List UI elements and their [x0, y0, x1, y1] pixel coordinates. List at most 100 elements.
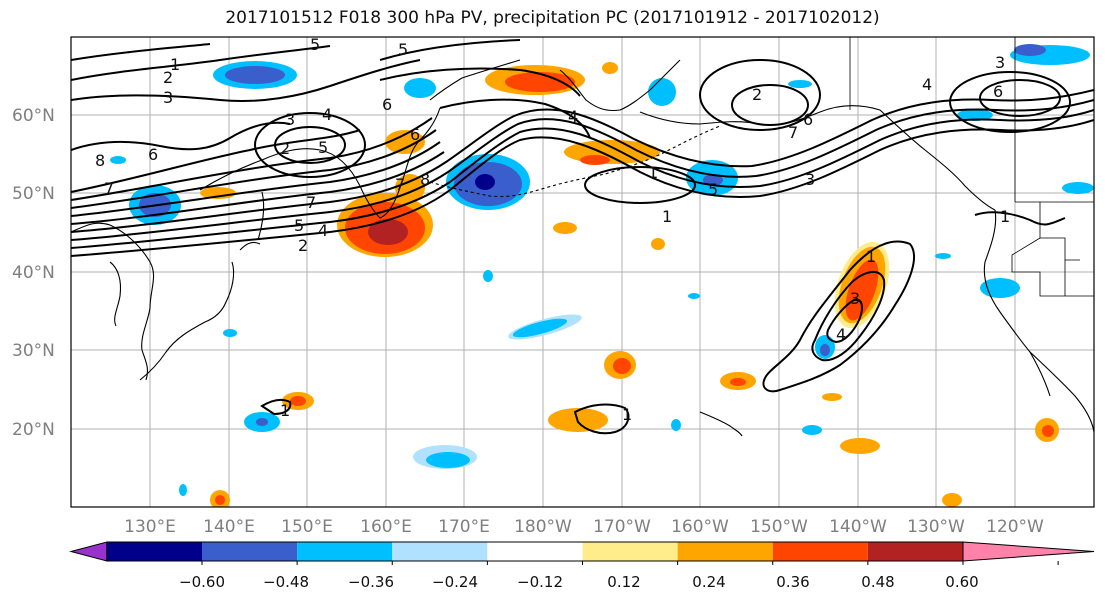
coastline-us-west — [983, 209, 1094, 433]
lon-label: 180°W — [514, 517, 572, 537]
pv-contour-label: 5 — [398, 40, 408, 59]
negative-anomaly-area — [110, 156, 126, 164]
lat-label-30n: 30°N — [12, 341, 55, 361]
pv-contour-line — [71, 99, 1094, 241]
positive-anomaly-area — [505, 72, 575, 92]
pv-contour-line — [379, 39, 521, 61]
negative-anomaly-area — [256, 418, 268, 426]
pv-contour-line — [71, 59, 421, 103]
positive-anomaly-area — [942, 493, 962, 507]
negative-anomaly-area — [957, 109, 993, 121]
lon-label: 140°W — [829, 517, 887, 537]
pv-contour-label: 2 — [280, 139, 290, 158]
colorbar-bin — [392, 542, 488, 561]
pv-contour-label: 4 — [568, 107, 578, 126]
pv-contour-label: 1 — [170, 55, 180, 74]
coastline-baja — [1029, 351, 1051, 397]
lat-label-60n: 60°N — [12, 106, 55, 126]
pv-contour-closed — [573, 403, 630, 435]
pv-contour-label: 1 — [622, 405, 632, 424]
negative-anomaly-area — [512, 318, 568, 338]
coastline-kamchatka — [359, 107, 441, 219]
positive-anomaly-area — [613, 358, 631, 374]
negative-anomaly-area — [475, 174, 495, 190]
negative-anomaly-area — [426, 452, 470, 468]
negative-anomaly-area — [820, 344, 830, 356]
colorbar-tick-label: 0.24 — [692, 573, 725, 591]
pv-contour-label: 2 — [752, 85, 762, 104]
lon-label: 130°E — [124, 517, 176, 537]
pv-contour-line — [71, 129, 437, 209]
colorbar-tick-label: −0.12 — [517, 573, 563, 591]
pv-contour-label: 1 — [648, 163, 658, 182]
pv-contour-label: 6 — [993, 82, 1003, 101]
border-line — [1039, 202, 1080, 261]
pv-contour-label: 8 — [420, 170, 430, 189]
negative-anomaly-area — [788, 80, 812, 88]
positive-anomaly-area — [385, 130, 425, 154]
pv-contour-line — [71, 43, 211, 61]
pv-contour-closed — [949, 71, 1071, 133]
latitude-labels: 60°N 50°N 40°N 30°N 20°N — [12, 106, 55, 440]
lon-label: 160°W — [671, 517, 729, 537]
pv-contours — [71, 39, 1094, 435]
negative-anomaly-area — [802, 425, 822, 435]
longitude-labels: 130°E 140°E 150°E 160°E 170°E 180°W 170°… — [124, 517, 1044, 537]
pv-contour-label: 2 — [163, 68, 173, 87]
coastline-east-asia — [71, 222, 155, 381]
negative-anomaly-area — [179, 484, 187, 496]
negative-anomaly-area — [688, 293, 700, 299]
pv-contour-closed — [731, 84, 809, 126]
colorbar-bin — [202, 542, 298, 561]
colorbar — [69, 541, 1095, 565]
pv-contour-label: 4 — [322, 105, 332, 124]
positive-anomaly-area — [368, 219, 408, 245]
coastline-sakhalin — [257, 191, 265, 241]
pv-contour-label: 3 — [995, 53, 1005, 72]
pv-contour-line — [439, 98, 591, 139]
pv-contour-line — [71, 151, 445, 225]
pv-contour-line — [71, 141, 441, 217]
negative-anomaly-area — [703, 174, 723, 186]
negative-anomaly-area — [980, 278, 1020, 298]
pv-contour-closed — [762, 240, 915, 393]
pv-contour-label: 3 — [285, 110, 295, 129]
colorbar-tick-label: −0.36 — [348, 573, 394, 591]
colorbar-bin — [297, 542, 393, 561]
lon-label: 170°E — [438, 517, 490, 537]
colorbar-bin — [582, 542, 678, 561]
positive-anomaly-area — [1042, 425, 1054, 437]
pv-contour-closed — [811, 271, 886, 362]
negative-anomaly-area — [1014, 44, 1046, 56]
coastline-aleutians — [429, 125, 721, 198]
pv-contour-label: 7 — [788, 123, 798, 142]
lon-label: 150°W — [750, 517, 808, 537]
positive-anomaly-area — [215, 495, 225, 505]
pv-contour-label: 7 — [306, 193, 316, 212]
colorbar-tick-label: 0.48 — [861, 573, 894, 591]
colorbar-bin — [772, 542, 868, 561]
pv-contour-label: 3 — [163, 88, 173, 107]
lat-label-40n: 40°N — [12, 263, 55, 283]
map-title: 2017101512 F018 300 hPa PV, precipitatio… — [225, 8, 880, 28]
negative-anomaly-area — [935, 253, 951, 259]
lon-label: 150°E — [281, 517, 333, 537]
pv-contour-label: 6 — [410, 125, 420, 144]
pv-contour-label: 4 — [922, 75, 932, 94]
pv-contour-closed — [974, 211, 1066, 226]
positive-anomaly-area — [580, 155, 610, 165]
positive-anomaly-area — [822, 393, 842, 401]
coastline-okhotsk — [199, 148, 361, 191]
lon-label: 170°W — [593, 517, 651, 537]
negative-anomaly-area — [223, 329, 237, 337]
pv-contour-line — [71, 89, 1094, 233]
pv-contour-label: 5 — [708, 180, 718, 199]
pv-contour-line — [71, 129, 361, 193]
pv-contour-closed — [260, 398, 292, 416]
pv-contour-label: 6 — [803, 110, 813, 129]
positive-anomaly-area — [290, 396, 306, 406]
positive-anomaly-area — [602, 62, 618, 74]
pv-contour-closed — [584, 166, 696, 204]
pv-contour-line — [71, 117, 433, 201]
